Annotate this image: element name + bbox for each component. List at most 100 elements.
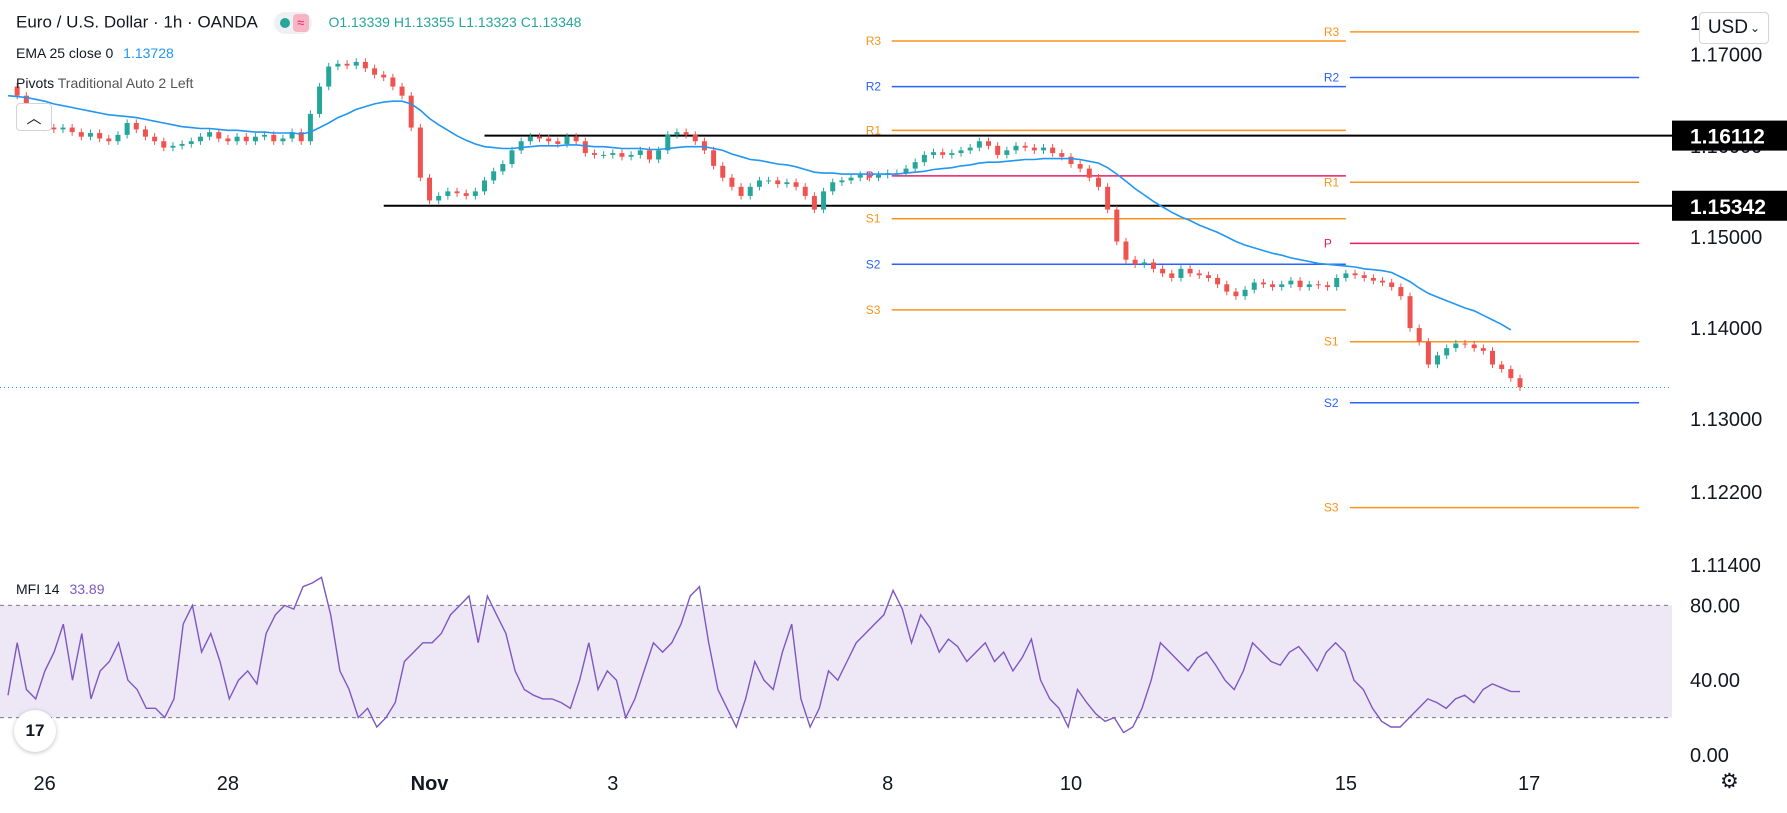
market-status-pill[interactable]: ≈	[273, 12, 312, 34]
candle-body	[225, 138, 231, 142]
candle-body	[161, 141, 167, 148]
pivot-label-s2: S2	[1324, 396, 1339, 410]
candle-body	[1022, 145, 1028, 148]
candle-body	[1196, 273, 1202, 276]
candle-body	[234, 136, 240, 142]
time-tick-label: 15	[1335, 773, 1357, 795]
candle-body	[949, 153, 955, 155]
candle-body	[51, 127, 57, 130]
candle-body	[1187, 268, 1193, 274]
pivot-label-r3: R3	[866, 34, 882, 48]
candle-body	[1361, 275, 1367, 278]
candle-body	[491, 171, 497, 181]
low-value: L1.13323	[458, 14, 517, 31]
candle-body	[23, 95, 29, 110]
candle-body	[482, 180, 488, 192]
candle-body	[381, 74, 387, 78]
candle-body	[573, 136, 579, 142]
candle-body	[1398, 287, 1404, 297]
ema-line	[7, 94, 1512, 331]
support-resistance-lines	[383, 134, 1672, 207]
candle-body	[1169, 273, 1175, 278]
candle-body	[1297, 280, 1303, 288]
candle-body	[866, 174, 872, 178]
mfi-pane	[0, 576, 1672, 734]
pivot-label-p: P	[1324, 236, 1332, 250]
price-axis[interactable]: 1.170001.160001.150001.140001.130001.122…	[1672, 0, 1787, 808]
candle-body	[692, 134, 698, 142]
candle-body	[1150, 262, 1156, 269]
candle-body	[683, 132, 689, 135]
candle-body	[1425, 341, 1431, 365]
candle-body	[60, 127, 66, 130]
candle-body	[674, 132, 680, 135]
candle-body	[399, 86, 405, 96]
candle-body	[701, 141, 707, 151]
candle-body	[170, 145, 176, 148]
time-tick-label: 17	[1518, 773, 1540, 795]
candle-body	[747, 186, 753, 196]
wave-icon: ≈	[292, 14, 309, 32]
price-highlight-label: 1.15342	[1690, 196, 1766, 219]
currency-button[interactable]: USD ⌄	[1698, 12, 1769, 44]
ema-label: EMA 25 close 0	[16, 45, 114, 61]
candle-body	[106, 138, 112, 142]
candle-body	[821, 191, 827, 210]
price-candles	[0, 58, 1672, 391]
candle-body	[518, 141, 524, 151]
candle-body	[179, 143, 185, 146]
candle-body	[326, 66, 332, 87]
candle-body	[1270, 284, 1276, 288]
tradingview-logo[interactable]: 17	[14, 710, 56, 752]
candle-body	[1068, 156, 1074, 165]
collapse-legend-button[interactable]: ︿	[16, 103, 52, 131]
candle-body	[133, 123, 139, 130]
ema-legend[interactable]: EMA 25 close 0 1.13728	[16, 45, 174, 61]
candle-body	[408, 95, 414, 128]
candle-body	[784, 182, 790, 185]
close-value: C1.13348	[520, 14, 582, 31]
mfi-tick-label: 40.00	[1690, 670, 1740, 692]
candle-body	[372, 68, 378, 75]
candle-body	[243, 136, 249, 142]
interval-label[interactable]: 1h	[163, 12, 183, 32]
mfi-tick-label: 0.00	[1690, 745, 1729, 767]
candle-body	[591, 153, 597, 155]
currency-label: USD	[1707, 17, 1748, 38]
pivots-legend[interactable]: Pivots Traditional Auto 2 Left	[16, 75, 193, 91]
candle-body	[1251, 282, 1257, 290]
candle-body	[1490, 350, 1496, 365]
candle-body	[1105, 186, 1111, 210]
candle-body	[271, 134, 277, 142]
candle-body	[857, 174, 863, 178]
candle-body	[509, 150, 515, 165]
settings-gear-icon[interactable]: ⚙	[1720, 770, 1739, 793]
candle-body	[344, 63, 350, 66]
price-highlight-box	[1672, 120, 1787, 151]
candle-body	[610, 153, 616, 155]
candle-body	[362, 61, 368, 69]
candle-body	[931, 152, 937, 155]
candle-body	[152, 136, 158, 142]
candle-body	[1233, 291, 1239, 297]
symbol-header[interactable]: Euro / U.S. Dollar · 1h · OANDA ≈ O1.133…	[16, 12, 581, 34]
candle-body	[1435, 355, 1441, 365]
candle-body	[1086, 168, 1092, 178]
candle-body	[1453, 343, 1459, 349]
pivot-label-r1: R1	[1324, 175, 1340, 189]
candle-body	[252, 136, 258, 142]
candle-body	[1508, 369, 1514, 379]
candle-body	[1380, 280, 1386, 283]
candle-body	[1334, 277, 1340, 288]
pivot-label-r2: R2	[1324, 70, 1340, 84]
candle-body	[280, 138, 286, 142]
symbol-name[interactable]: Euro / U.S. Dollar	[16, 12, 149, 32]
time-axis[interactable]: 26 28 Nov 3 8 10 15 17	[34, 773, 1541, 795]
ohlc-readout: O1.13339 H1.13355 L1.13323 C1.13348	[328, 14, 581, 30]
candle-body	[766, 180, 772, 182]
candle-body	[1123, 241, 1129, 260]
candle-body	[1224, 284, 1230, 292]
mfi-legend[interactable]: MFI 14 33.89	[16, 581, 105, 597]
